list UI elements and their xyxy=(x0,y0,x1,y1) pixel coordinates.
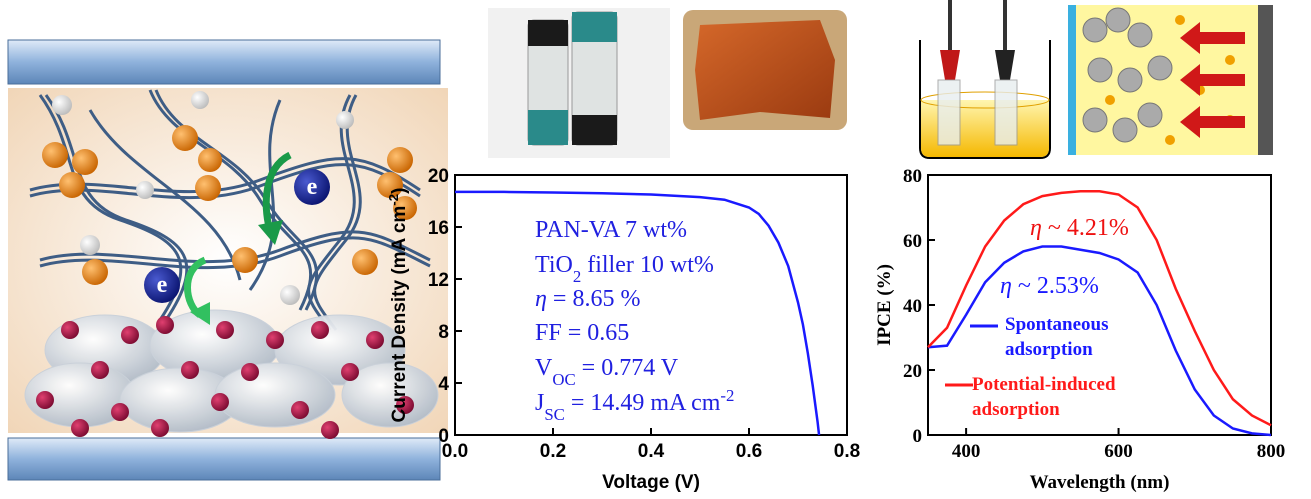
data-line xyxy=(927,245,1272,437)
text-part: IPCE (%) xyxy=(874,264,895,346)
annotation: η ~ 4.21% xyxy=(1030,215,1129,241)
text-part: η xyxy=(1030,215,1042,241)
x-tick-label: 0.0 xyxy=(442,441,468,462)
text-part: filler 10 wt% xyxy=(581,252,714,278)
text-part: ~ 4.21% xyxy=(1042,215,1129,241)
y-tick-label: 0 xyxy=(913,426,923,447)
annotation: JSC = 14.49 mA cm-2 xyxy=(535,386,734,424)
y-tick-label: 20 xyxy=(428,166,449,187)
x-tick-label: 0.2 xyxy=(540,441,566,462)
data-line xyxy=(927,190,1272,427)
text-part: -2 xyxy=(386,194,401,206)
y-axis-label: Current Density (mA cm-2) xyxy=(386,188,411,423)
text-part: FF = 0.65 xyxy=(535,320,629,346)
annotation: η ~ 2.53% xyxy=(1000,273,1099,299)
annotation: PAN-VA 7 wt% xyxy=(535,217,687,243)
film-photo xyxy=(683,10,847,130)
text-part: = 8.65 % xyxy=(547,286,641,312)
y-tick-label: 16 xyxy=(428,218,449,239)
y-tick-label: 0 xyxy=(438,426,449,447)
legend-label: Potential-induced adsorption xyxy=(972,374,1116,420)
y-tick-label: 8 xyxy=(438,322,449,343)
annotation: VOC = 0.774 V xyxy=(535,355,679,389)
x-tick-label: 0.4 xyxy=(638,441,665,462)
x-axis-label: Wavelength (nm) xyxy=(1030,472,1170,493)
text-part: PAN-VA 7 wt% xyxy=(535,217,687,243)
x-tick-label: 600 xyxy=(1104,441,1133,462)
y-tick-label: 40 xyxy=(903,296,922,317)
adsorption-diagram xyxy=(919,0,1273,159)
text-part: Voltage (V) xyxy=(602,472,700,493)
text-part: η xyxy=(1000,273,1012,299)
text-part: J xyxy=(535,390,544,416)
text-part: TiO xyxy=(535,252,573,278)
x-tick-label: 0.6 xyxy=(736,441,762,462)
text-part: OC xyxy=(552,370,575,389)
y-tick-label: 12 xyxy=(428,270,449,291)
text-part: η xyxy=(535,286,547,312)
y-tick-label: 80 xyxy=(903,166,922,187)
text-part: = 0.774 V xyxy=(576,355,679,381)
text-part: 2 xyxy=(573,267,581,286)
vial-photo xyxy=(488,8,670,158)
text-part: = 14.49 mA cm xyxy=(565,390,721,416)
x-tick-label: 400 xyxy=(952,441,981,462)
text-part: V xyxy=(535,355,553,381)
text-part: ~ 2.53% xyxy=(1012,273,1099,299)
text-part: Wavelength (nm) xyxy=(1030,472,1170,493)
text-part: Current Density (mA cm xyxy=(389,206,410,423)
text-part: SC xyxy=(544,405,565,424)
data-line xyxy=(455,190,821,436)
y-axis-label: IPCE (%) xyxy=(874,264,895,346)
text-part: -2 xyxy=(720,386,734,405)
legend-label: Spontaneous adsorption xyxy=(1005,314,1109,360)
schematic: e e xyxy=(7,39,448,481)
electron-label: e xyxy=(157,272,168,298)
y-tick-label: 60 xyxy=(903,231,922,252)
x-tick-label: 0.8 xyxy=(834,441,860,462)
text-part: ) xyxy=(389,188,410,194)
y-tick-label: 20 xyxy=(903,361,922,382)
x-tick-label: 800 xyxy=(1257,441,1286,462)
annotation: η = 8.65 % xyxy=(535,286,640,312)
electron-label: e xyxy=(307,174,318,200)
y-tick-label: 4 xyxy=(438,374,449,395)
annotation: FF = 0.65 xyxy=(535,320,629,346)
annotation: TiO2 filler 10 wt% xyxy=(535,252,714,286)
x-axis-label: Voltage (V) xyxy=(602,472,700,493)
